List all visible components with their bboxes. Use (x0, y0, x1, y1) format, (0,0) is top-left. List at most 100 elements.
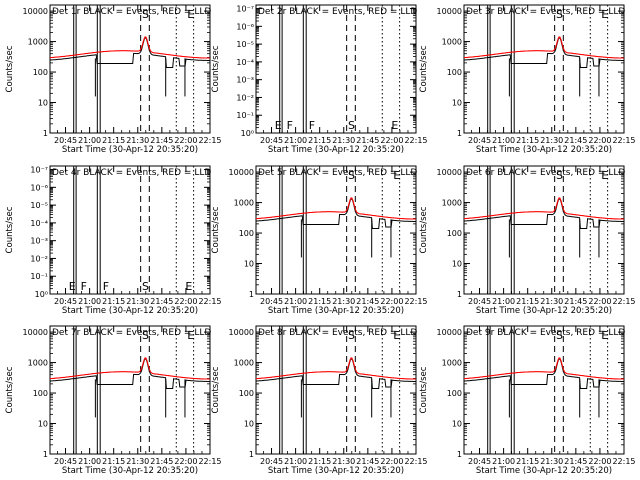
y-tick-label: 10000 (229, 168, 254, 177)
y-axis-label: Counts/sec (419, 206, 429, 253)
y-tick-label: 1 (457, 129, 462, 138)
x-tick-label: 21:30 (126, 457, 149, 466)
event-marker-letter: E (187, 329, 194, 342)
x-axis-label: Start Time (30-Apr-12 20:35:20) (268, 306, 404, 316)
x-tick-label: 22:00 (174, 297, 197, 306)
x-tick-label: 21:45 (356, 457, 379, 466)
y-tick-label: 10⁻³ (236, 76, 254, 85)
x-tick-label: 21:30 (332, 457, 355, 466)
lld-series-line (256, 357, 416, 380)
y-tick-label: 100 (447, 229, 462, 238)
y-tick-label: 10 (38, 420, 48, 429)
x-axis-label: Start Time (30-Apr-12 20:35:20) (268, 145, 404, 155)
x-tick-label: 22:15 (404, 457, 427, 466)
y-tick-label: 1 (457, 450, 462, 459)
x-tick-label: 21:15 (516, 457, 539, 466)
events-series-line (463, 358, 624, 389)
x-tick-label: 21:00 (284, 297, 307, 306)
y-tick-label: 10⁻⁵ (30, 201, 48, 210)
events-series-line (255, 358, 416, 389)
y-tick-label: 10000 (437, 168, 462, 177)
event-marker-letter: E (601, 8, 608, 21)
x-tick-label: 21:00 (284, 457, 307, 466)
x-tick-label: 21:45 (150, 297, 173, 306)
y-tick-label: 10⁻¹ (30, 272, 48, 281)
event-marker-letter: E (187, 8, 194, 21)
panel-det1: Det 1r BLACK = Events, RED = LLD 1 10 100 10… (5, 4, 222, 155)
x-tick-label: 22:15 (198, 136, 221, 145)
panel-title: Det 5r BLACK = Events, RED = LLD (258, 168, 417, 178)
lld-series-line (464, 197, 624, 220)
event-marker-letter: E (69, 280, 76, 293)
y-axis-label: Counts/sec (211, 206, 221, 253)
x-tick-label: 21:30 (332, 136, 355, 145)
y-tick-label: 100 (33, 68, 48, 77)
event-marker-letter: E (601, 169, 608, 182)
x-tick-label: 22:00 (380, 297, 403, 306)
y-axis-label: Counts/sec (211, 45, 221, 92)
events-series-line (463, 198, 624, 229)
y-tick-label: 10⁰ (35, 290, 48, 299)
event-marker-letter: E (601, 329, 608, 342)
x-tick-label: 20:45 (260, 457, 283, 466)
x-axis-label: Start Time (30-Apr-12 20:35:20) (476, 145, 612, 155)
x-axis-label: Start Time (30-Apr-12 20:35:20) (476, 306, 612, 316)
x-tick-label: 22:00 (588, 136, 611, 145)
x-tick-label: 22:00 (174, 457, 197, 466)
y-tick-label: 1000 (442, 38, 462, 47)
lld-series-line (256, 197, 416, 220)
x-tick-label: 21:15 (308, 136, 331, 145)
x-tick-label: 22:00 (380, 457, 403, 466)
x-axis-label: Start Time (30-Apr-12 20:35:20) (476, 466, 612, 476)
panel-title: Det 7r BLACK = Events, RED = LLD (52, 328, 211, 338)
events-series-line (49, 37, 210, 68)
x-tick-label: 22:15 (198, 457, 221, 466)
x-tick-label: 21:30 (540, 297, 563, 306)
x-tick-label: 22:15 (612, 457, 635, 466)
panel-title: Det 1r BLACK = Events, RED = LLD (52, 7, 211, 17)
panel-title: Det 3r BLACK = Events, RED = LLD (466, 7, 625, 17)
event-marker-letter: S (348, 169, 355, 182)
x-tick-label: 21:15 (308, 297, 331, 306)
event-marker-letter: S (142, 8, 149, 21)
x-tick-label: 21:45 (356, 297, 379, 306)
y-tick-label: 10⁻¹ (236, 111, 254, 120)
x-tick-label: 21:15 (102, 297, 125, 306)
y-axis-label: Counts/sec (5, 206, 15, 253)
event-marker-letter: E (393, 169, 400, 182)
event-marker-letter: E (393, 329, 400, 342)
event-marker-letter: E (185, 280, 192, 293)
x-tick-label: 21:15 (516, 297, 539, 306)
y-tick-label: 1000 (234, 359, 254, 368)
x-tick-label: 20:45 (468, 297, 491, 306)
lld-series-line (50, 36, 210, 59)
y-tick-label: 1 (457, 290, 462, 299)
x-tick-label: 21:15 (102, 136, 125, 145)
x-tick-label: 21:00 (492, 136, 515, 145)
panel-title: Det 8r BLACK = Events, RED = LLD (258, 328, 417, 338)
y-tick-label: 10⁻⁴ (30, 219, 48, 228)
y-tick-label: 10 (452, 99, 462, 108)
x-axis-label: Start Time (30-Apr-12 20:35:20) (268, 466, 404, 476)
x-tick-label: 21:00 (78, 136, 101, 145)
event-marker-letter: S (556, 169, 563, 182)
panel-det7: Det 7r BLACK = Events, RED = LLD 1 10 100 10… (5, 325, 222, 476)
x-tick-label: 20:45 (468, 457, 491, 466)
y-tick-label: 10 (244, 260, 254, 269)
y-tick-label: 10000 (437, 7, 462, 16)
y-tick-label: 100 (33, 389, 48, 398)
events-series-line (255, 198, 416, 229)
x-tick-label: 21:45 (356, 136, 379, 145)
x-tick-label: 20:45 (468, 136, 491, 145)
x-tick-label: 21:15 (102, 457, 125, 466)
panel-det6: Det 6r BLACK = Events, RED = LLD 1 10 100 10… (419, 165, 636, 316)
y-tick-label: 10 (452, 420, 462, 429)
x-tick-label: 21:15 (516, 136, 539, 145)
x-tick-label: 22:15 (404, 297, 427, 306)
panel-det8: Det 8r BLACK = Events, RED = LLD 1 10 100 10… (211, 325, 428, 476)
y-tick-label: 1 (249, 450, 254, 459)
x-tick-label: 20:45 (54, 297, 77, 306)
y-tick-label: 10⁻² (30, 254, 48, 263)
panel-det5: Det 5r BLACK = Events, RED = LLD 1 10 100 10… (211, 165, 428, 316)
event-marker-letter: S (142, 329, 149, 342)
